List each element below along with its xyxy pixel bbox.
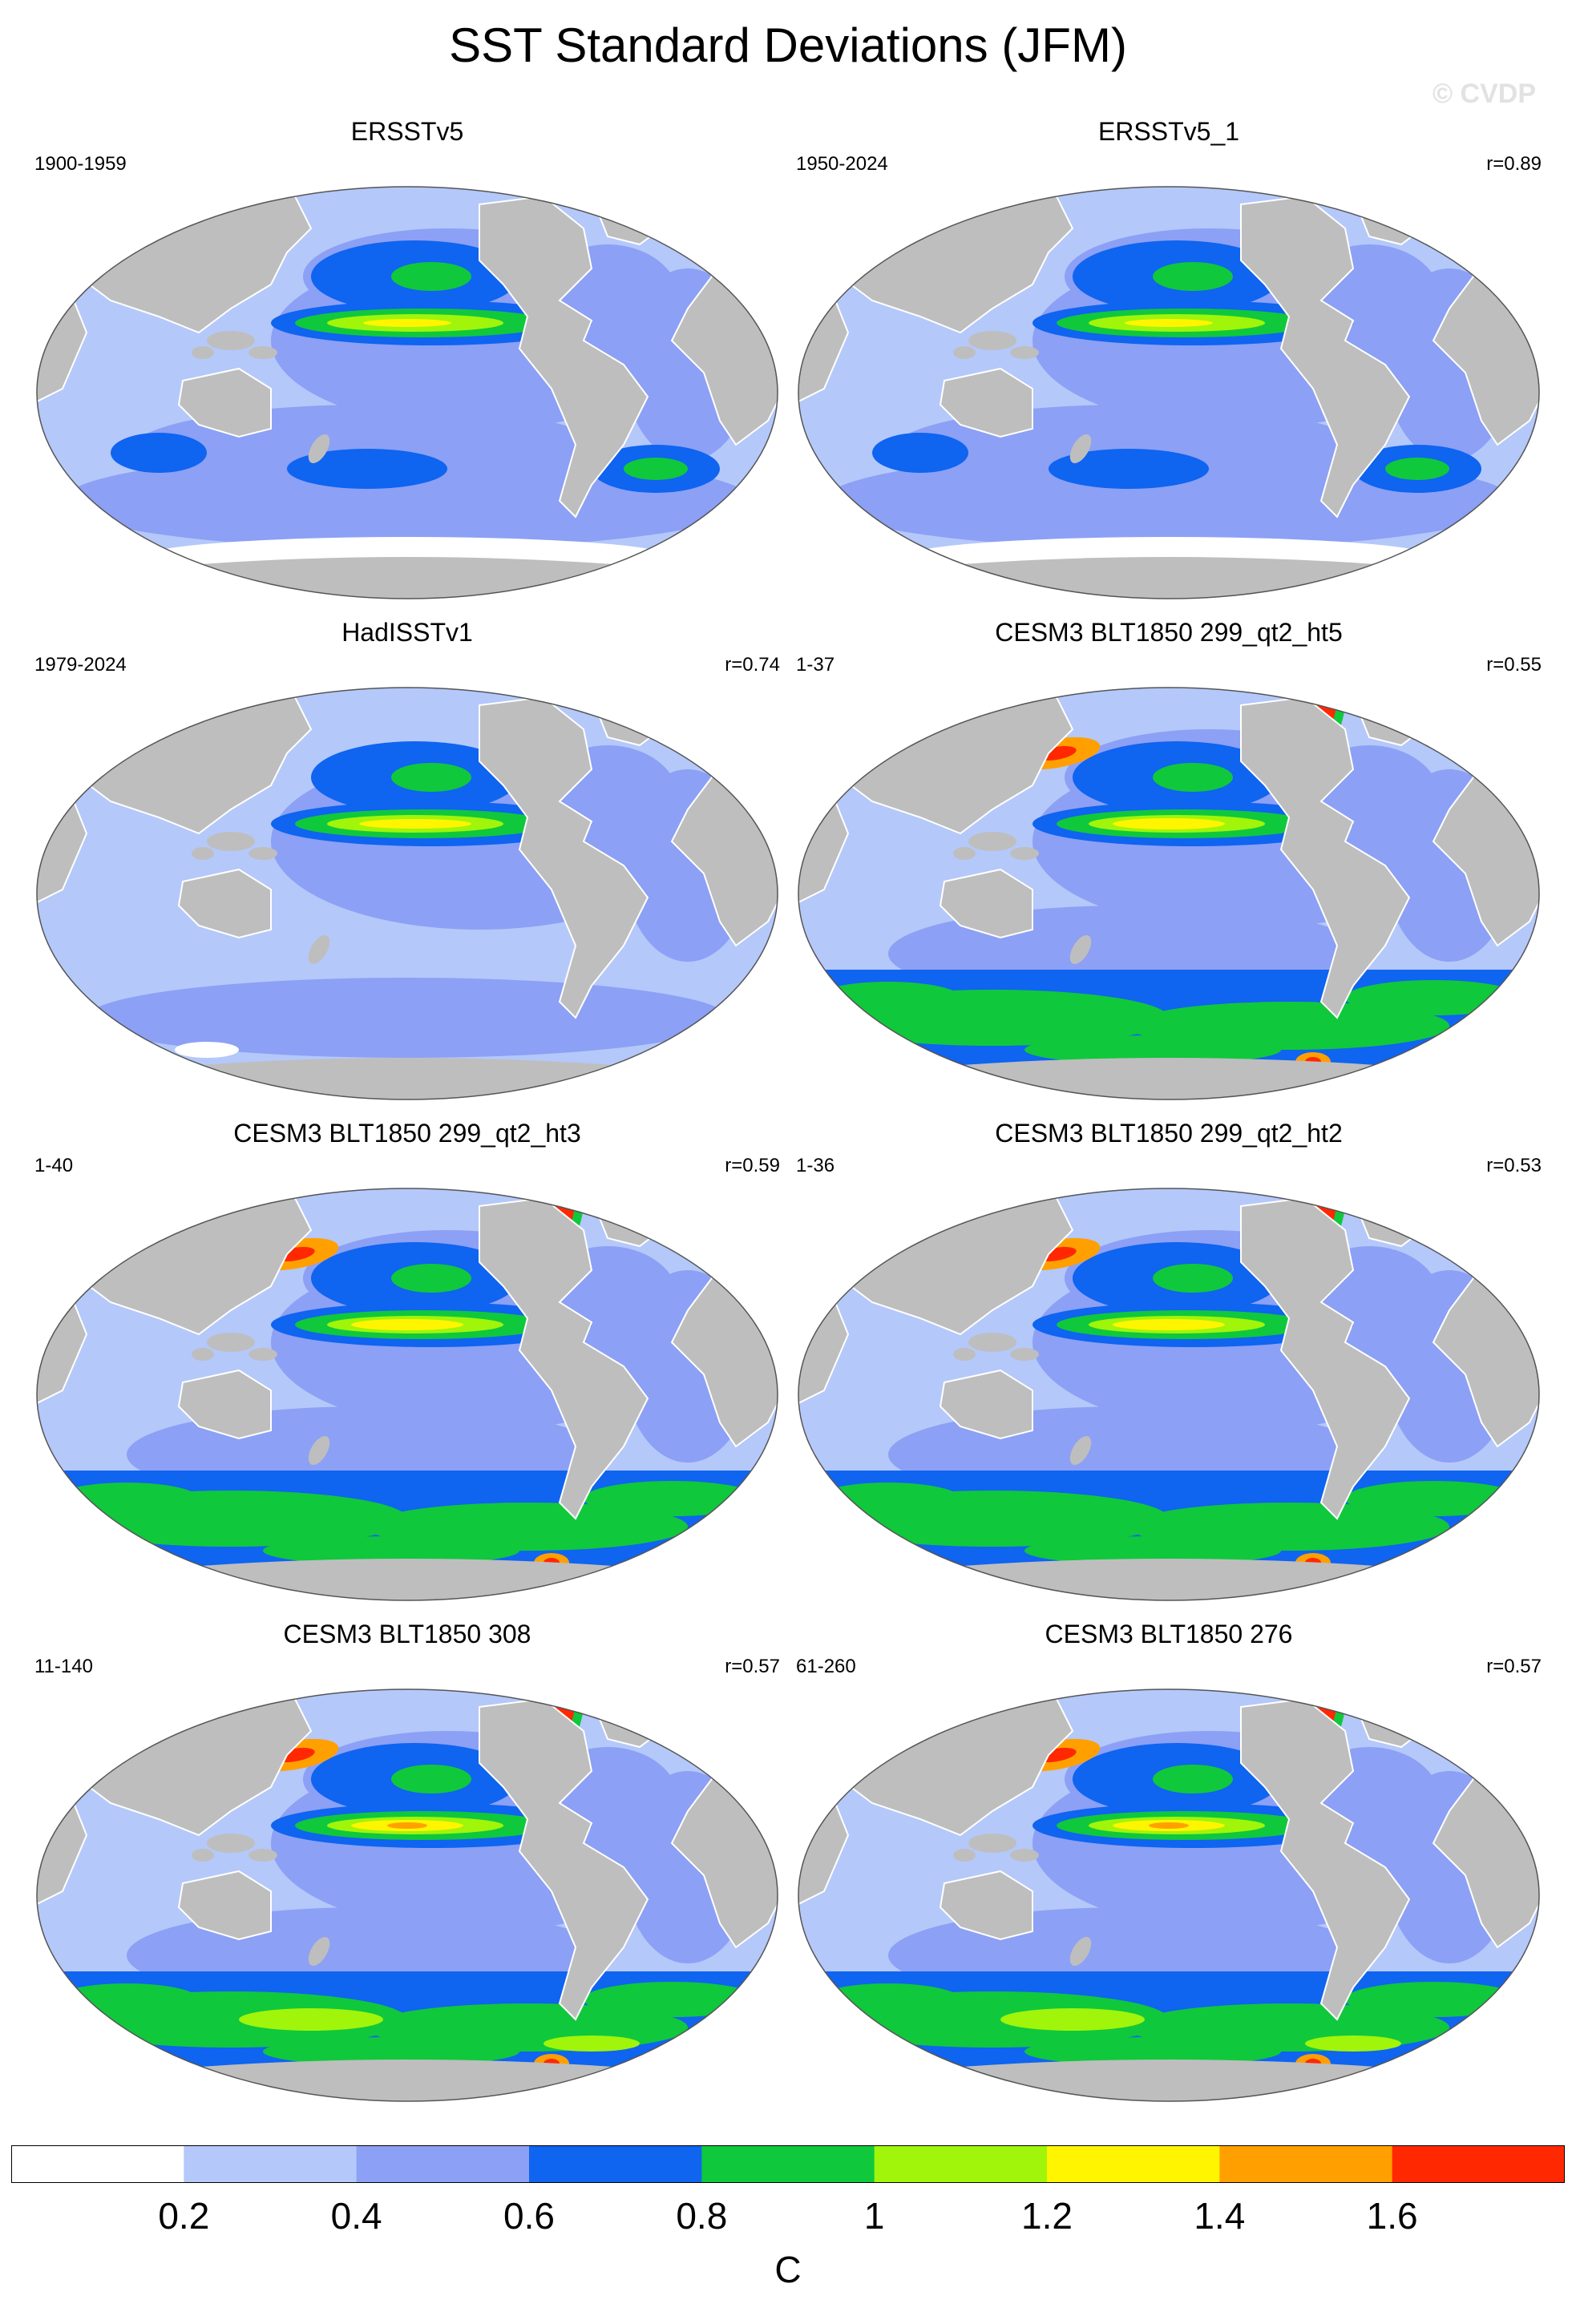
panel-correlation: r=0.74 — [725, 654, 780, 676]
colorbar-labels: 0.2 0.4 0.6 0.8 1 1.2 1.4 1.6 — [0, 2194, 1576, 2242]
map-panel: ERSSTv5_1 1950-2024 r=0.89 — [788, 116, 1550, 613]
panel-period: 1-37 — [796, 654, 835, 676]
panel-title: CESM3 BLT1850 276 — [1045, 1620, 1293, 1648]
panel-correlation: r=0.57 — [725, 1656, 780, 1677]
sst-map — [798, 687, 1540, 1100]
panel-title: CESM3 BLT1850 299_qt2_ht5 — [995, 618, 1343, 647]
colorbar-swatch — [1392, 2145, 1565, 2183]
colorbar-swatch — [529, 2145, 702, 2183]
panel-period: 1900-1959 — [34, 153, 127, 175]
panel-title: CESM3 BLT1850 308 — [283, 1620, 531, 1648]
map-panel: HadISSTv1 1979-2024 r=0.74 — [26, 617, 788, 1114]
panel-title: CESM3 BLT1850 299_qt2_ht3 — [233, 1119, 581, 1148]
sst-map — [36, 1188, 778, 1601]
sst-map — [798, 186, 1540, 599]
watermark: © CVDP — [1433, 79, 1536, 109]
colorbar-swatch — [701, 2145, 875, 2183]
map-panel: ERSSTv5 1900-1959 — [26, 116, 788, 613]
colorbar-tick-label: 1 — [863, 2195, 885, 2237]
map-panel: CESM3 BLT1850 299_qt2_ht2 1-36 r=0.53 — [788, 1118, 1550, 1615]
panel-correlation: r=0.57 — [1486, 1656, 1542, 1677]
colorbar — [11, 2145, 1565, 2183]
sst-map — [36, 186, 778, 599]
colorbar-swatch — [874, 2145, 1048, 2183]
colorbar-tick-label: 0.6 — [503, 2195, 555, 2237]
colorbar-swatch — [1219, 2145, 1393, 2183]
panel-correlation: r=0.55 — [1486, 654, 1542, 676]
sst-map — [36, 1689, 778, 2102]
panel-title: ERSSTv5 — [350, 117, 464, 146]
panel-title: HadISSTv1 — [341, 618, 473, 647]
sst-map — [798, 1188, 1540, 1601]
colorbar-swatch — [184, 2145, 358, 2183]
colorbar-swatch — [1047, 2145, 1220, 2183]
panel-period: 1979-2024 — [34, 654, 127, 676]
sst-map — [36, 687, 778, 1100]
panel-period: 61-260 — [796, 1656, 856, 1677]
panel-correlation: r=0.53 — [1486, 1155, 1542, 1176]
colorbar-tick-label: 0.8 — [676, 2195, 728, 2237]
panel-correlation: r=0.89 — [1486, 153, 1542, 175]
figure-title: SST Standard Deviations (JFM) — [449, 18, 1127, 72]
panel-period: 1950-2024 — [796, 153, 888, 175]
panel-period: 1-40 — [34, 1155, 74, 1176]
sst-map — [798, 1689, 1540, 2102]
panel-correlation: r=0.59 — [725, 1155, 780, 1176]
colorbar-tick-label: 1.2 — [1021, 2195, 1073, 2237]
panel-period: 1-36 — [796, 1155, 835, 1176]
panel-title: ERSSTv5_1 — [1097, 117, 1240, 146]
panel-period: 11-140 — [34, 1656, 93, 1677]
map-panel: CESM3 BLT1850 299_qt2_ht5 1-37 r=0.55 — [788, 617, 1550, 1114]
colorbar-swatch — [356, 2145, 530, 2183]
colorbar-tick-label: 0.4 — [330, 2195, 382, 2237]
map-panel: CESM3 BLT1850 276 61-260 r=0.57 — [788, 1619, 1550, 2116]
map-panel: CESM3 BLT1850 299_qt2_ht3 1-40 r=0.59 — [26, 1118, 788, 1615]
panel-title: CESM3 BLT1850 299_qt2_ht2 — [995, 1119, 1343, 1148]
colorbar-unit: C — [774, 2249, 802, 2290]
map-panel: CESM3 BLT1850 308 11-140 r=0.57 — [26, 1619, 788, 2116]
colorbar-tick-label: 0.2 — [158, 2195, 210, 2237]
colorbar-tick-label: 1.4 — [1194, 2195, 1246, 2237]
colorbar-tick-label: 1.6 — [1366, 2195, 1418, 2237]
colorbar-swatch — [11, 2145, 184, 2183]
